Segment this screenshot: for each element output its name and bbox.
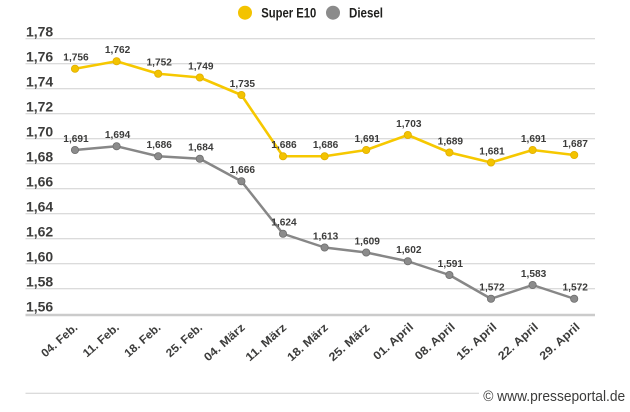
svg-text:1,684: 1,684 (188, 143, 214, 154)
svg-text:1,72: 1,72 (26, 99, 53, 114)
svg-text:1,689: 1,689 (438, 136, 464, 147)
svg-text:1,74: 1,74 (26, 74, 54, 89)
svg-text:1,749: 1,749 (188, 61, 214, 72)
svg-text:1,76: 1,76 (26, 49, 54, 64)
svg-text:1,62: 1,62 (26, 224, 53, 239)
svg-text:1,752: 1,752 (147, 58, 173, 69)
svg-text:1,64: 1,64 (26, 199, 54, 214)
svg-text:1,624: 1,624 (271, 218, 297, 229)
svg-text:1,691: 1,691 (63, 134, 89, 145)
svg-text:Super E10: Super E10 (261, 6, 316, 22)
svg-text:1,686: 1,686 (271, 140, 297, 151)
svg-text:1,686: 1,686 (147, 140, 173, 151)
svg-text:1,691: 1,691 (521, 134, 547, 145)
svg-text:1,756: 1,756 (63, 53, 89, 64)
svg-text:1,687: 1,687 (563, 139, 589, 150)
svg-text:1,762: 1,762 (105, 45, 131, 56)
svg-text:1,70: 1,70 (26, 124, 53, 139)
svg-text:1,78: 1,78 (26, 24, 54, 39)
svg-text:1,686: 1,686 (313, 140, 339, 151)
svg-text:1,68: 1,68 (26, 149, 54, 164)
svg-text:1,58: 1,58 (26, 274, 54, 289)
svg-text:1,691: 1,691 (355, 134, 381, 145)
svg-text:1,735: 1,735 (230, 79, 256, 90)
svg-text:1,60: 1,60 (26, 249, 53, 264)
svg-text:1,583: 1,583 (521, 269, 547, 280)
svg-text:1,694: 1,694 (105, 130, 131, 141)
svg-text:1,56: 1,56 (26, 299, 54, 314)
svg-text:1,613: 1,613 (313, 231, 339, 242)
svg-text:1,703: 1,703 (396, 119, 422, 130)
svg-text:1,66: 1,66 (26, 174, 54, 189)
svg-text:© www.presseportal.de: © www.presseportal.de (483, 389, 625, 405)
svg-text:1,591: 1,591 (438, 259, 464, 270)
svg-text:Diesel: Diesel (349, 6, 383, 22)
svg-text:1,572: 1,572 (563, 283, 589, 294)
svg-text:1,572: 1,572 (479, 283, 505, 294)
svg-text:1,681: 1,681 (479, 146, 505, 157)
svg-text:1,602: 1,602 (396, 245, 422, 256)
svg-text:1,609: 1,609 (355, 236, 381, 247)
svg-text:1,666: 1,666 (230, 165, 256, 176)
